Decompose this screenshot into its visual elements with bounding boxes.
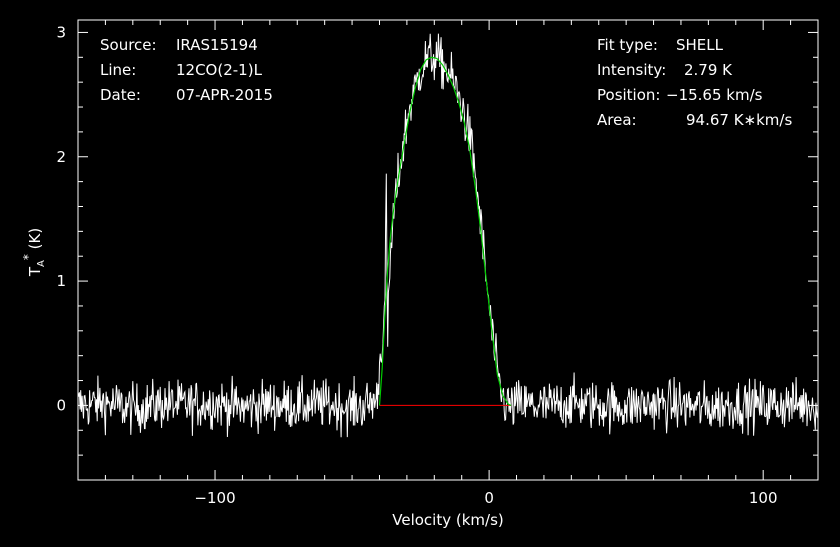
x-tick-label: 100 — [749, 489, 778, 507]
intensity-label: Intensity: — [597, 61, 666, 79]
fit-line — [378, 56, 512, 406]
y-label-t: T — [26, 266, 44, 277]
source-value: IRAS15194 — [176, 36, 258, 54]
y-tick-label: 2 — [56, 148, 66, 166]
position-label: Position: — [597, 86, 660, 104]
date-value: 07-APR-2015 — [176, 86, 273, 104]
plot-frame — [77, 19, 819, 481]
date-label: Date: — [100, 86, 141, 104]
y-axis-label: TA* (K) — [21, 228, 47, 277]
fit-type-value: SHELL — [676, 36, 724, 54]
intensity-value: 2.79 K — [684, 61, 733, 79]
area-value: 94.67 K∗km/s — [686, 111, 792, 129]
y-axis-ticks: 0 1 2 3 — [56, 23, 818, 456]
x-axis-label: Velocity (km/s) — [392, 511, 503, 529]
info-left: Source: IRAS15194 Line: 12CO(2-1)L Date:… — [100, 36, 273, 104]
spectrum-line — [77, 33, 819, 438]
info-right: Fit type: SHELL Intensity: 2.79 K Positi… — [597, 36, 792, 129]
fit-type-label: Fit type: — [597, 36, 658, 54]
svg-text:TA* (K): TA* (K) — [21, 228, 47, 277]
x-axis-ticks: −100 0 100 — [77, 20, 819, 507]
area-label: Area: — [597, 111, 637, 129]
data-series — [77, 33, 819, 438]
y-label-star: * — [21, 254, 35, 260]
axes — [77, 19, 819, 481]
y-label-sub: A — [36, 260, 47, 267]
y-tick-label: 3 — [56, 23, 66, 41]
position-value: −15.65 km/s — [666, 86, 763, 104]
x-tick-label: 0 — [484, 489, 494, 507]
x-tick-label: −100 — [194, 489, 235, 507]
source-label: Source: — [100, 36, 157, 54]
line-value: 12CO(2-1)L — [176, 61, 263, 79]
y-tick-label: 1 — [56, 272, 66, 290]
y-label-unit: (K) — [26, 228, 44, 254]
line-label: Line: — [100, 61, 136, 79]
y-tick-label: 0 — [56, 396, 66, 414]
